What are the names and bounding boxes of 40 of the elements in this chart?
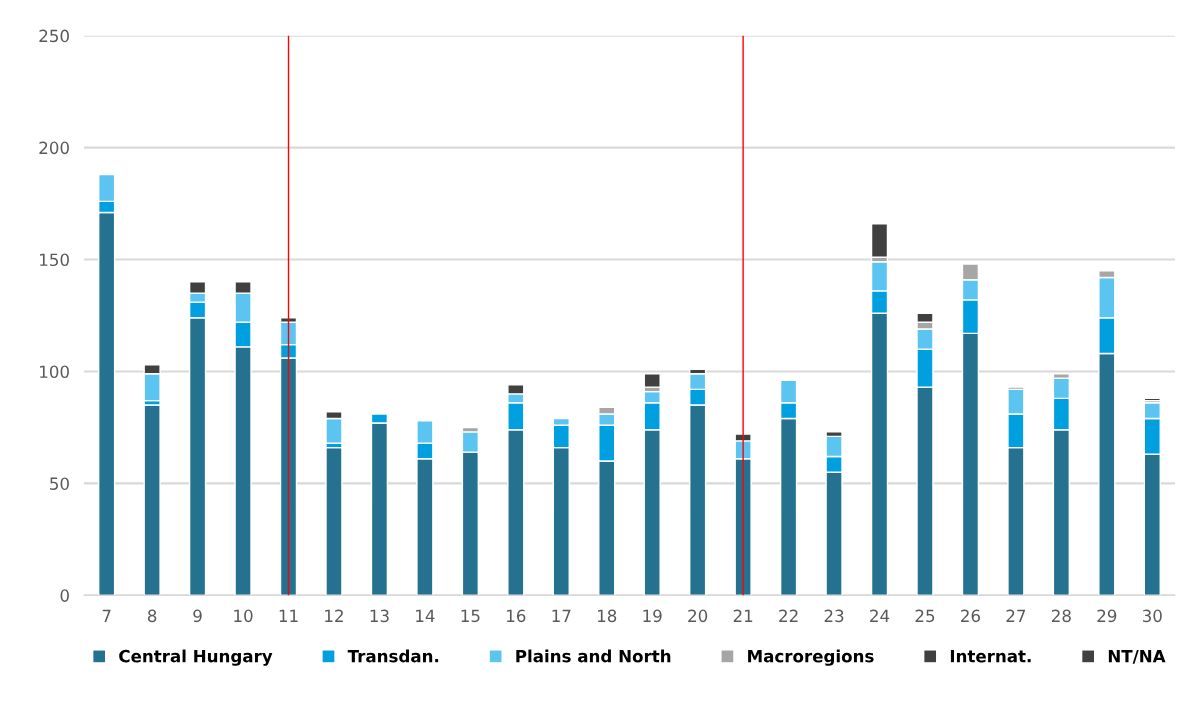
x-tick-label: 8	[147, 609, 157, 623]
x-tick-label: 15	[461, 609, 480, 623]
x-tick-label: 14	[416, 609, 435, 622]
x-tick-label: 24	[870, 609, 890, 622]
legend-label: Macroregions	[748, 649, 874, 666]
legend-label: Internat.	[950, 650, 1031, 663]
x-tick-label: 26	[961, 609, 980, 623]
x-tick-label: 29	[1097, 609, 1117, 623]
y-tick-label: 150	[40, 253, 69, 267]
x-tick-label: 28	[1051, 609, 1071, 623]
x-tick-label: 30	[1142, 609, 1162, 623]
legend-label: Plains and North	[516, 649, 671, 663]
bar	[325, 446, 343, 596]
x-tick-label: 19	[643, 609, 662, 623]
x-tick-label: 27	[1006, 609, 1026, 622]
bar	[643, 373, 661, 388]
bar	[143, 404, 161, 596]
y-tick-label: 0	[60, 589, 69, 602]
x-tick-label: 23	[824, 609, 844, 623]
x-tick-label: 18	[597, 609, 617, 623]
bar	[870, 223, 889, 258]
x-tick-label: 25	[915, 609, 935, 623]
legend-label: Transdan.	[347, 649, 439, 663]
x-tick-label: 7	[102, 609, 111, 622]
y-tick-label: 200	[39, 141, 69, 155]
x-tick-label: 11	[279, 609, 298, 622]
y-tick-label: 100	[40, 365, 69, 379]
x-tick-label: 12	[325, 609, 343, 622]
x-tick-label: 22	[779, 609, 798, 622]
x-tick-label: 17	[552, 609, 571, 622]
x-tick-label: 10	[234, 609, 253, 623]
y-tick-label: 50	[50, 477, 69, 490]
x-tick-label: 9	[193, 609, 202, 623]
legend-label: Central Hungary	[119, 649, 273, 666]
legend-label: NT/NA	[1108, 650, 1166, 664]
x-tick-label: 20	[688, 609, 708, 623]
x-tick-label: 21	[733, 609, 753, 622]
x-tick-label: 13	[370, 609, 389, 623]
y-tick-label: 250	[39, 29, 69, 43]
x-tick-label: 16	[507, 609, 526, 623]
